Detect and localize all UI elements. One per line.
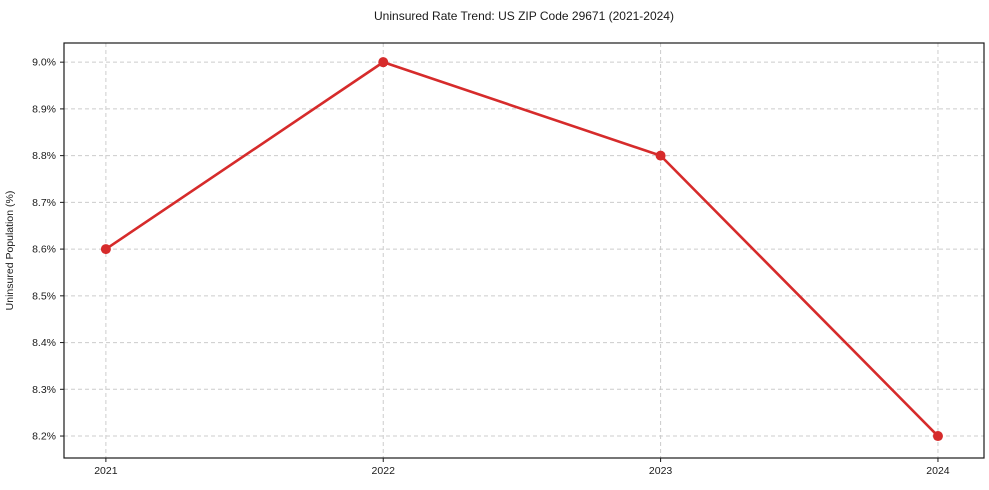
trend-line (104, 60, 940, 438)
plot-border (63, 42, 985, 459)
y-tick-label: 8.3% (32, 384, 56, 396)
chart-title: Uninsured Rate Trend: US ZIP Code 29671 … (374, 9, 674, 23)
y-tick-label: 8.8% (32, 150, 56, 162)
y-tick-label: 8.7% (32, 197, 56, 209)
y-tick-label: 8.2% (32, 431, 56, 443)
data-point (655, 150, 666, 161)
x-tick-label: 2022 (372, 465, 396, 477)
y-tick-label: 8.6% (32, 244, 56, 256)
data-point (932, 431, 943, 442)
x-tick-label: 2023 (649, 465, 673, 477)
data-point (100, 244, 111, 255)
y-axis-label: Uninsured Population (%) (4, 191, 16, 311)
y-tick-label: 9.0% (32, 57, 56, 69)
y-tick-label: 8.9% (32, 103, 56, 115)
y-tick-label: 8.4% (32, 337, 56, 349)
x-tick-label: 2021 (94, 465, 118, 477)
data-point (378, 57, 389, 68)
y-tick-label: 8.5% (32, 290, 56, 302)
x-tick-label: 2024 (926, 465, 950, 477)
